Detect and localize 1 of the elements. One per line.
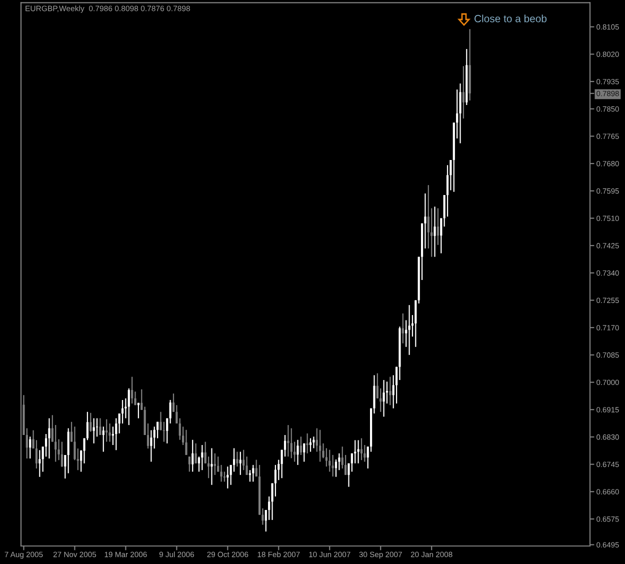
annotation: Close to a beob: [474, 14, 547, 22]
